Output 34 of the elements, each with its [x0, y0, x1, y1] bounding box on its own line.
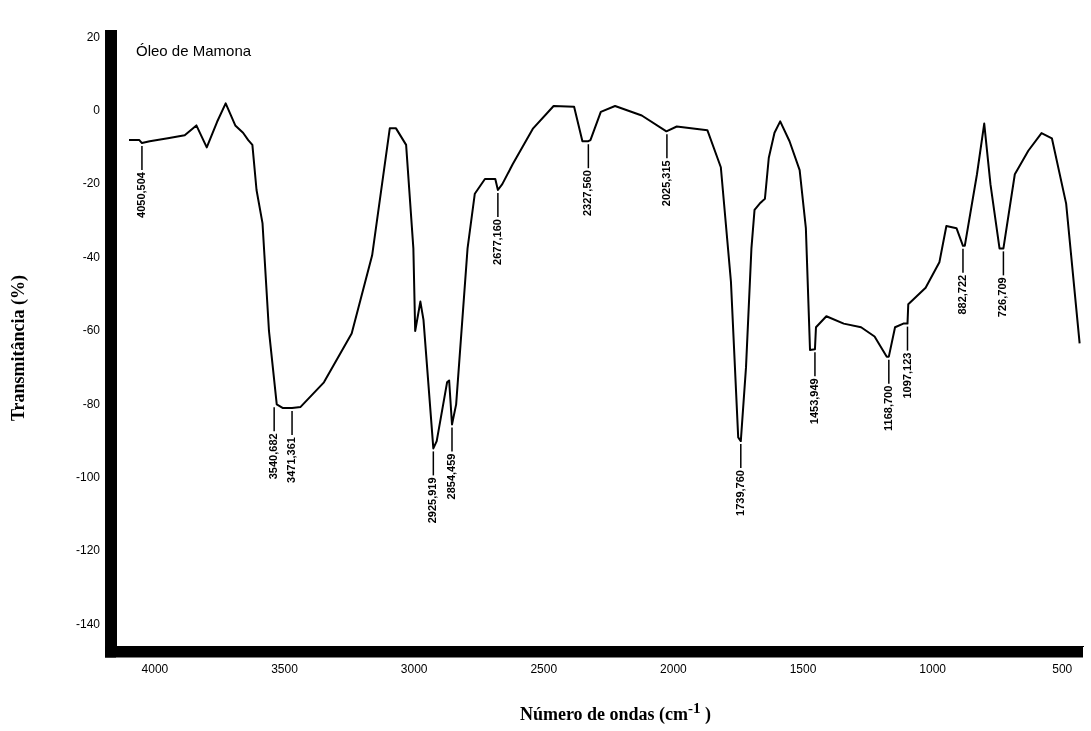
y-axis-title: Transmitância (%): [7, 274, 29, 422]
text: Óleo de Mamona: [136, 41, 252, 59]
annotation: 2025,315: [659, 160, 672, 207]
y-tick-label: -120: [75, 543, 101, 558]
y-tick-label: -80: [82, 396, 101, 411]
annotation: 1168,700: [881, 385, 894, 431]
y-tick-label: 0: [93, 103, 101, 118]
annotation: 726,709: [996, 277, 1009, 318]
annotation: 3540,682: [267, 433, 280, 480]
x-tick-label: 3000: [400, 662, 428, 677]
annotation: 3471,361: [285, 437, 298, 483]
annotation: 2327,560: [581, 170, 594, 217]
annotation: 1739,760: [733, 470, 746, 516]
x-tick-label: 2500: [530, 662, 558, 677]
x-tick-label: 4000: [141, 662, 169, 677]
y-tick-label: -20: [82, 176, 101, 191]
y-tick-label: -100: [75, 470, 101, 485]
annotation: 1097,123: [900, 352, 913, 399]
annotation: 882,722: [956, 274, 968, 315]
annotation: 1453,949: [807, 378, 820, 425]
y-tick-label: 20: [86, 29, 101, 44]
annotation: 2677,160: [490, 219, 503, 265]
y-tick-label: -140: [75, 616, 101, 631]
annotation: 4050,504: [134, 171, 147, 218]
x-axis-title: Número de ondas (cm$^{-1}$ ): [518, 700, 713, 725]
annotation: 2925,919: [426, 477, 439, 524]
x-tick-label: 3500: [271, 662, 299, 677]
y-tick-label: -60: [82, 323, 101, 338]
x-tick-label: 2000: [660, 662, 688, 677]
x-tick-label: 1500: [789, 662, 817, 677]
x-tick-label: 500: [1052, 662, 1073, 677]
y-tick-label: -40: [82, 249, 101, 264]
x-tick-label: 1000: [919, 662, 947, 677]
annotation: 2854,459: [445, 453, 458, 500]
